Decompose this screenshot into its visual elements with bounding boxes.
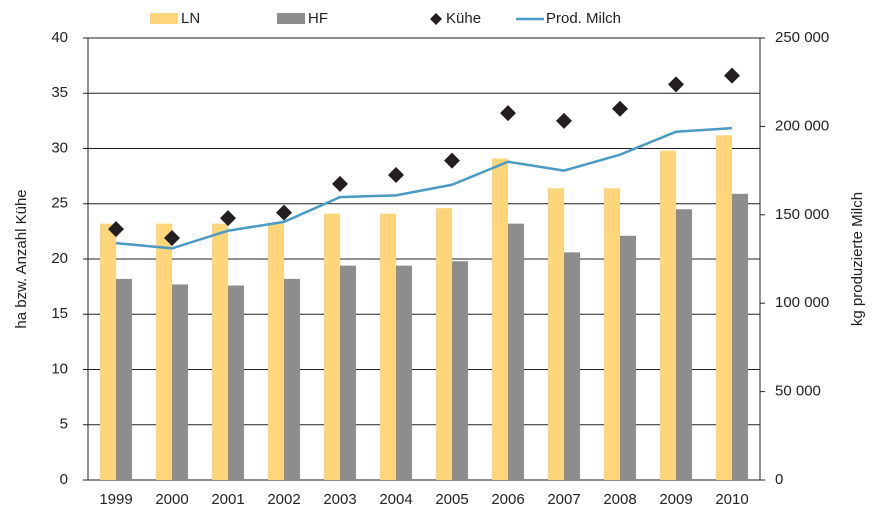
scatter-point: [444, 152, 460, 169]
bar: [268, 223, 284, 480]
bar: [100, 223, 116, 480]
plot-frame: [87, 37, 761, 481]
bar: [548, 188, 564, 480]
x-tick-label: 2004: [379, 491, 412, 508]
y2-tick-label: 200 000: [775, 117, 829, 134]
bar: [212, 223, 228, 480]
x-tick-label: 2001: [211, 491, 244, 508]
bar: [380, 213, 396, 480]
x-tick-label: 2000: [155, 491, 188, 508]
x-tick-label: 2009: [659, 491, 692, 508]
x-tick-label: 1999: [99, 491, 132, 508]
bar: [172, 284, 188, 480]
bar: [116, 278, 132, 480]
legend-swatch: [150, 13, 178, 24]
scatter-point: [668, 76, 684, 93]
bar: [732, 193, 748, 480]
x-tick-label: 2007: [547, 491, 580, 508]
scatter-point: [332, 175, 348, 192]
x-tick-label: 2003: [323, 491, 356, 508]
y-tick-label: 30: [51, 139, 68, 156]
bar: [156, 223, 172, 480]
x-tick-label: 2010: [715, 491, 748, 508]
bar: [228, 285, 244, 480]
bar: [660, 150, 676, 480]
y2-tick-label: 150 000: [775, 206, 829, 223]
scatter-point: [724, 67, 740, 84]
scatter-point: [612, 100, 628, 117]
bar: [284, 278, 300, 480]
scatter-point: [164, 230, 180, 247]
line: [115, 126, 733, 250]
y2-tick-label: 250 000: [775, 29, 829, 46]
y-tick-label: 15: [51, 305, 68, 322]
bar: [396, 265, 412, 480]
y-tick-label: 40: [51, 29, 68, 46]
legend-marker: [430, 13, 442, 25]
x-tick-label: 2008: [603, 491, 636, 508]
legend-label: HF: [308, 10, 328, 27]
y2-tick-label: 0: [775, 471, 783, 488]
bar: [492, 158, 508, 480]
bar: [508, 223, 524, 480]
y2-axis-label: kg produzierte Milch: [849, 192, 866, 326]
scatter-point: [220, 210, 236, 227]
bar: [340, 265, 356, 480]
bar: [676, 209, 692, 480]
legend-label: LN: [181, 10, 200, 27]
bar: [436, 208, 452, 481]
y2-tick-label: 50 000: [775, 383, 821, 400]
legend-label: Kühe: [446, 10, 481, 27]
scatter-point: [388, 167, 404, 184]
bar: [324, 213, 340, 480]
y-tick-label: 5: [60, 416, 68, 433]
y-tick-label: 20: [51, 250, 68, 267]
bar: [716, 135, 732, 481]
legend-label: Prod. Milch: [546, 10, 621, 27]
legend-swatch: [277, 13, 305, 24]
y-tick-label: 0: [60, 471, 68, 488]
scatter-point: [500, 105, 516, 122]
bar: [620, 235, 636, 480]
scatter-point: [108, 221, 124, 238]
y-tick-label: 25: [51, 195, 68, 212]
y-axis-label: ha bzw. Anzahl Kühe: [13, 189, 30, 328]
x-tick-label: 2006: [491, 491, 524, 508]
x-tick-label: 2002: [267, 491, 300, 508]
y2-tick-label: 100 000: [775, 294, 829, 311]
x-tick-label: 2005: [435, 491, 468, 508]
y-tick-label: 10: [51, 360, 68, 377]
bar: [604, 188, 620, 480]
y-tick-label: 35: [51, 84, 68, 101]
bar: [564, 252, 580, 480]
scatter-point: [276, 204, 292, 221]
scatter-point: [556, 112, 572, 129]
bar: [452, 261, 468, 480]
